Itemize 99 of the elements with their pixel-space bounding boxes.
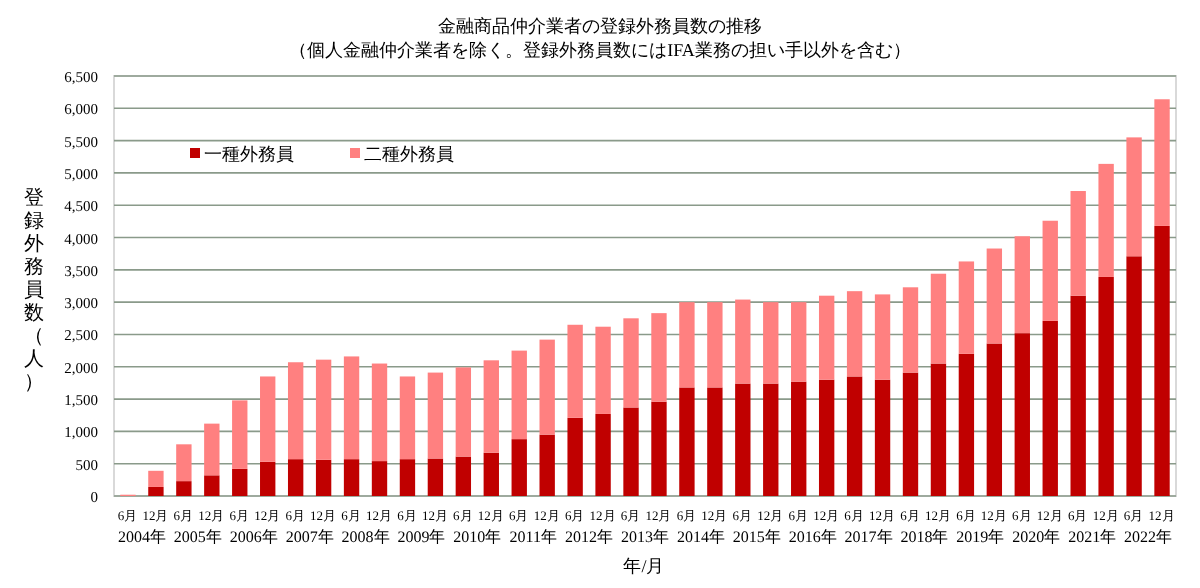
bar (343, 459, 360, 496)
bar (427, 458, 444, 496)
bar (287, 362, 304, 460)
bar (511, 350, 527, 440)
bar (735, 383, 751, 496)
text: 2010年 (453, 528, 502, 546)
bar (846, 291, 863, 377)
bar (1154, 99, 1170, 226)
bar (455, 456, 472, 496)
bar (204, 423, 220, 476)
text: 2015年 (732, 528, 781, 546)
bar (763, 383, 779, 496)
bar (651, 313, 667, 402)
bar (455, 367, 472, 457)
bar (707, 387, 723, 496)
bar (874, 294, 891, 380)
text: 2014年 (676, 528, 725, 546)
bar (707, 302, 723, 388)
bar (818, 295, 835, 380)
text: 2006年 (229, 528, 278, 546)
bar (1014, 333, 1030, 496)
bar (567, 324, 583, 418)
bar (204, 475, 220, 496)
bar (595, 413, 611, 496)
x-axis-title: 年/月 (623, 556, 665, 576)
bar (287, 459, 304, 496)
bar (623, 407, 639, 496)
text: 2018年 (900, 528, 949, 546)
bar (539, 339, 555, 435)
bar (260, 376, 276, 462)
bar (1014, 236, 1030, 334)
bar (148, 470, 164, 487)
bar (176, 481, 192, 496)
bar (315, 359, 332, 460)
bar (874, 379, 891, 496)
bar (539, 434, 555, 496)
bar (371, 461, 388, 496)
bar (958, 261, 975, 354)
bar (735, 299, 751, 384)
bar (148, 486, 164, 496)
text: 2020年 (1012, 528, 1061, 546)
bar (176, 444, 192, 482)
bar (679, 387, 695, 496)
bar (1098, 276, 1114, 496)
text: 2022年 (1124, 528, 1173, 546)
bar (371, 363, 388, 462)
text: 2007年 (285, 528, 334, 546)
bar (986, 248, 1003, 344)
bar (1126, 137, 1142, 257)
text: 2013年 (621, 528, 669, 546)
bar (986, 343, 1003, 496)
bar (483, 360, 499, 453)
bar (483, 452, 499, 496)
bar (1042, 320, 1058, 496)
chart-title: 金融商品仲介業者の登録外務員数の推移 (438, 16, 762, 36)
text: 2004年 (117, 528, 166, 546)
bar (1070, 295, 1086, 496)
bar (930, 363, 947, 496)
bar (791, 302, 807, 382)
legend-label: 二種外務員 (364, 144, 454, 164)
bar (1154, 225, 1170, 496)
text: 2011年 (509, 528, 557, 546)
bar (595, 326, 611, 414)
bar (260, 461, 276, 496)
bar (1126, 256, 1142, 496)
bar (1042, 220, 1058, 321)
bar (902, 372, 919, 496)
bar (818, 379, 835, 496)
bar (315, 459, 332, 496)
bar (399, 459, 416, 496)
text: 2019年 (956, 528, 1005, 546)
text: 2005年 (173, 528, 222, 546)
bar (232, 468, 248, 496)
text: 2008年 (341, 528, 390, 546)
bar (651, 401, 667, 496)
bar (791, 381, 807, 496)
bar (846, 376, 863, 496)
bar (1098, 163, 1114, 277)
bar (1070, 191, 1086, 296)
bar (427, 372, 444, 459)
text: 2021年 (1068, 528, 1117, 546)
bar (958, 353, 975, 496)
bar (623, 318, 639, 408)
legend-label: 一種外務員 (204, 144, 294, 164)
bar (343, 356, 360, 460)
text: 2016年 (788, 528, 837, 546)
bar (902, 287, 919, 373)
bar (763, 302, 779, 384)
text: 2009年 (397, 528, 446, 546)
chart-subtitle: （個人金融仲介業者を除く。登録外務員数にはIFA業務の担い手以外を含む） (289, 40, 911, 60)
text: 2012年 (565, 528, 614, 546)
bar (567, 417, 583, 496)
bar (511, 439, 527, 496)
text: 登録外務員数（人） (24, 188, 44, 394)
bar (930, 273, 947, 364)
text: 2017年 (844, 528, 893, 546)
bar (399, 376, 416, 460)
bar (232, 400, 248, 469)
bar (679, 302, 695, 388)
